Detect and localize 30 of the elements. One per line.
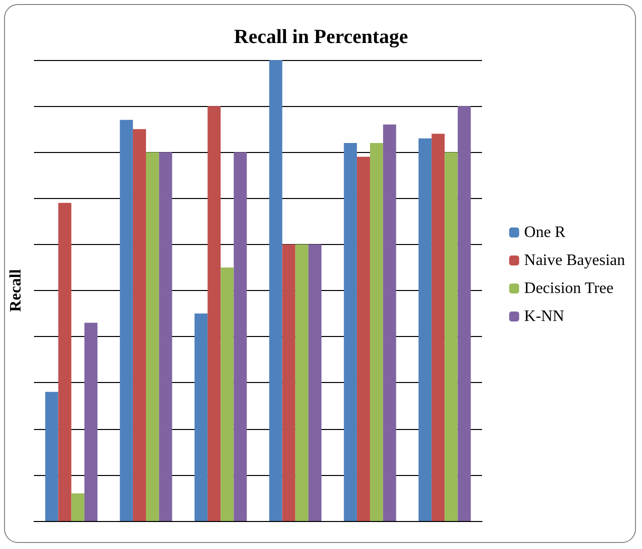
bar	[282, 244, 296, 521]
bar	[58, 202, 72, 521]
bar	[234, 152, 247, 521]
bar	[418, 138, 432, 521]
bar	[370, 142, 384, 521]
bar	[432, 134, 445, 521]
bar	[308, 244, 322, 521]
bar	[71, 493, 84, 521]
bar	[194, 314, 208, 521]
bar	[45, 392, 58, 521]
bar	[458, 106, 471, 521]
bar	[344, 142, 357, 521]
bar	[132, 129, 146, 521]
legend-label: K-NN	[524, 308, 565, 325]
bar	[295, 244, 308, 521]
bar	[220, 267, 234, 521]
legend-label: Decision Tree	[524, 280, 614, 297]
y-axis-title: Recall	[8, 268, 24, 312]
legend-label: One R	[524, 224, 566, 241]
bar	[159, 152, 172, 521]
bar	[444, 152, 458, 521]
bar	[269, 60, 282, 521]
bar	[383, 124, 396, 521]
bar	[208, 106, 221, 521]
bar	[84, 322, 98, 521]
legend-label: Naive Bayesian	[524, 252, 626, 269]
bar	[356, 156, 370, 521]
bar	[120, 120, 133, 521]
chart-title: Recall in Percentage	[234, 26, 408, 48]
bar	[146, 152, 160, 521]
